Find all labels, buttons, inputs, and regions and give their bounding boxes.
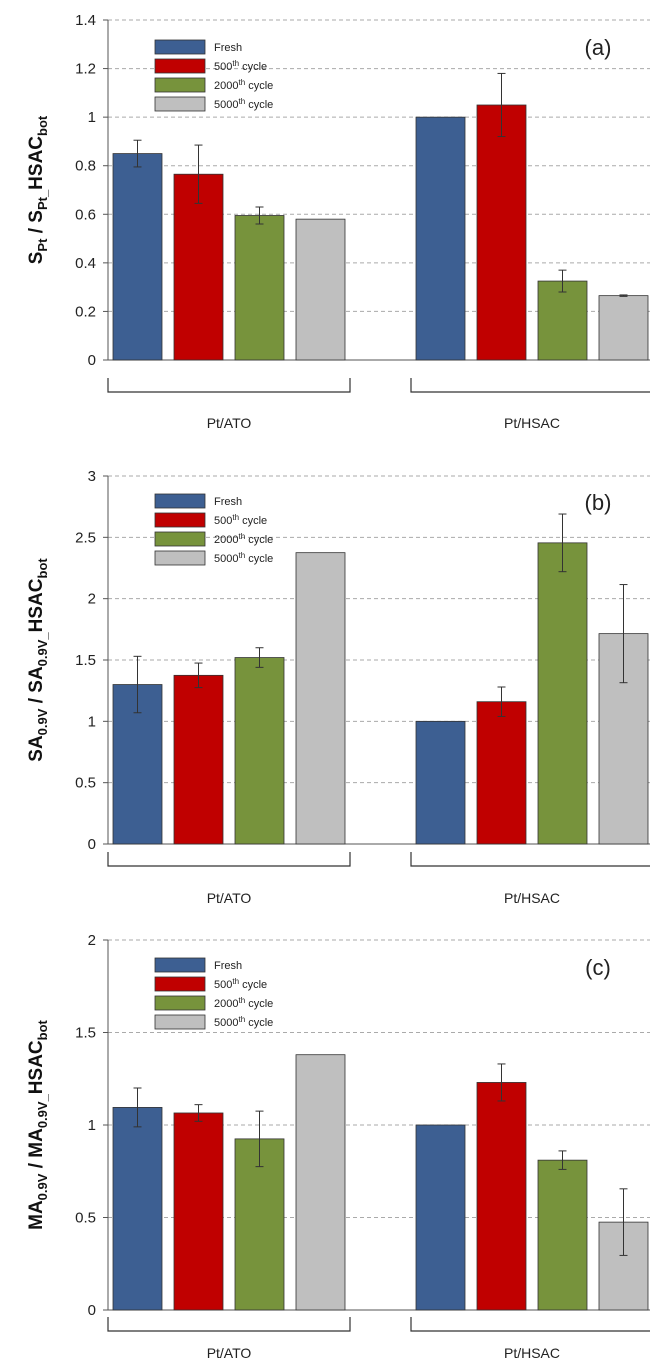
category-bracket (107, 1317, 351, 1332)
legend-label: 5000th cycle (214, 551, 273, 565)
y-tick-label: 0 (88, 352, 96, 369)
bar (173, 674, 224, 845)
legend-swatch (154, 957, 206, 973)
legend-label: Fresh (214, 496, 242, 508)
panel-label: (b) (585, 490, 612, 515)
legend-label: 5000th cycle (214, 1015, 273, 1029)
y-axis-label: SPt / SPt_HSACbot (26, 115, 50, 264)
y-tick-label: 0.5 (75, 1210, 96, 1227)
bar (112, 153, 163, 361)
bar (295, 218, 346, 361)
bar (295, 552, 346, 845)
bar (537, 280, 588, 361)
legend-swatch (154, 995, 206, 1011)
y-tick-label: 3 (88, 468, 96, 485)
bar (112, 1107, 163, 1311)
y-tick-label: 0.2 (75, 303, 96, 320)
category-bracket (410, 378, 650, 393)
bar (234, 1138, 285, 1311)
y-tick-label: 0.6 (75, 206, 96, 223)
legend-swatch (154, 512, 206, 528)
legend-label: Fresh (214, 42, 242, 54)
panel-label: (a) (585, 35, 612, 60)
y-tick-label: 0.4 (75, 255, 96, 272)
legend-swatch (154, 531, 206, 547)
bar (173, 1112, 224, 1311)
bar (537, 1159, 588, 1311)
y-tick-label: 0.8 (75, 158, 96, 175)
chart-panel: 0 0.5 1 1.5 2 Pt/ATO Pt/HSAC Fresh 500th cycle 20… (26, 932, 650, 1361)
y-tick-label: 2 (88, 932, 96, 949)
bar (476, 1082, 527, 1311)
y-tick-label: 1.2 (75, 61, 96, 78)
y-tick-label: 2 (88, 591, 96, 608)
category-label: Pt/ATO (207, 890, 252, 906)
legend-swatch (154, 77, 206, 93)
category-label: Pt/ATO (207, 1345, 252, 1361)
category-bracket (410, 1317, 650, 1332)
category-bracket (410, 852, 650, 867)
bar (234, 215, 285, 361)
category-bracket (107, 852, 351, 867)
y-axis-label: MA0.9V / MA0.9V_HSACbot (26, 1019, 50, 1229)
bar (537, 542, 588, 845)
legend-label: 2000th cycle (214, 78, 273, 92)
y-tick-label: 1.5 (75, 652, 96, 669)
category-label: Pt/HSAC (504, 415, 560, 431)
y-tick-label: 1 (88, 109, 96, 126)
chart-panel: 0 0.5 1 1.5 2 2.5 3 Pt/ATO Pt/HSAC Fresh 500th cyc… (26, 468, 650, 906)
legend-label: 500th cycle (214, 59, 267, 73)
category-label: Pt/HSAC (504, 890, 560, 906)
bar (415, 720, 466, 845)
legend-swatch (154, 550, 206, 566)
legend-label: 500th cycle (214, 513, 267, 527)
legend-label: 500th cycle (214, 977, 267, 991)
legend-label: Fresh (214, 960, 242, 972)
category-bracket (107, 378, 351, 393)
bar (415, 116, 466, 361)
y-tick-label: 1 (88, 713, 96, 730)
y-tick-label: 1.5 (75, 1025, 96, 1042)
legend-label: 2000th cycle (214, 996, 273, 1010)
y-tick-label: 0.5 (75, 775, 96, 792)
bar (295, 1054, 346, 1311)
bar (476, 104, 527, 361)
legend-label: 2000th cycle (214, 532, 273, 546)
y-tick-label: 1.4 (75, 12, 96, 29)
bar (415, 1124, 466, 1311)
bar (476, 701, 527, 845)
legend-swatch (154, 976, 206, 992)
legend-swatch (154, 1014, 206, 1030)
category-label: Pt/HSAC (504, 1345, 560, 1361)
panel-label: (c) (585, 955, 611, 980)
bar (173, 173, 224, 361)
legend-swatch (154, 96, 206, 112)
legend-swatch (154, 58, 206, 74)
category-label: Pt/ATO (207, 415, 252, 431)
legend-swatch (154, 39, 206, 55)
chart-panel: 0 0.2 0.4 0.6 0.8 1 1.2 1.4 Pt/ATO Pt/HSAC Fresh 50… (26, 12, 650, 431)
legend-label: 5000th cycle (214, 97, 273, 111)
y-tick-label: 2.5 (75, 529, 96, 546)
y-axis-label: SA0.9V / SA0.9V_HSACbot (26, 558, 50, 762)
legend-swatch (154, 493, 206, 509)
bar (234, 657, 285, 845)
y-tick-label: 1 (88, 1117, 96, 1134)
y-tick-label: 0 (88, 1302, 96, 1319)
y-tick-label: 0 (88, 836, 96, 853)
bar (598, 295, 649, 361)
